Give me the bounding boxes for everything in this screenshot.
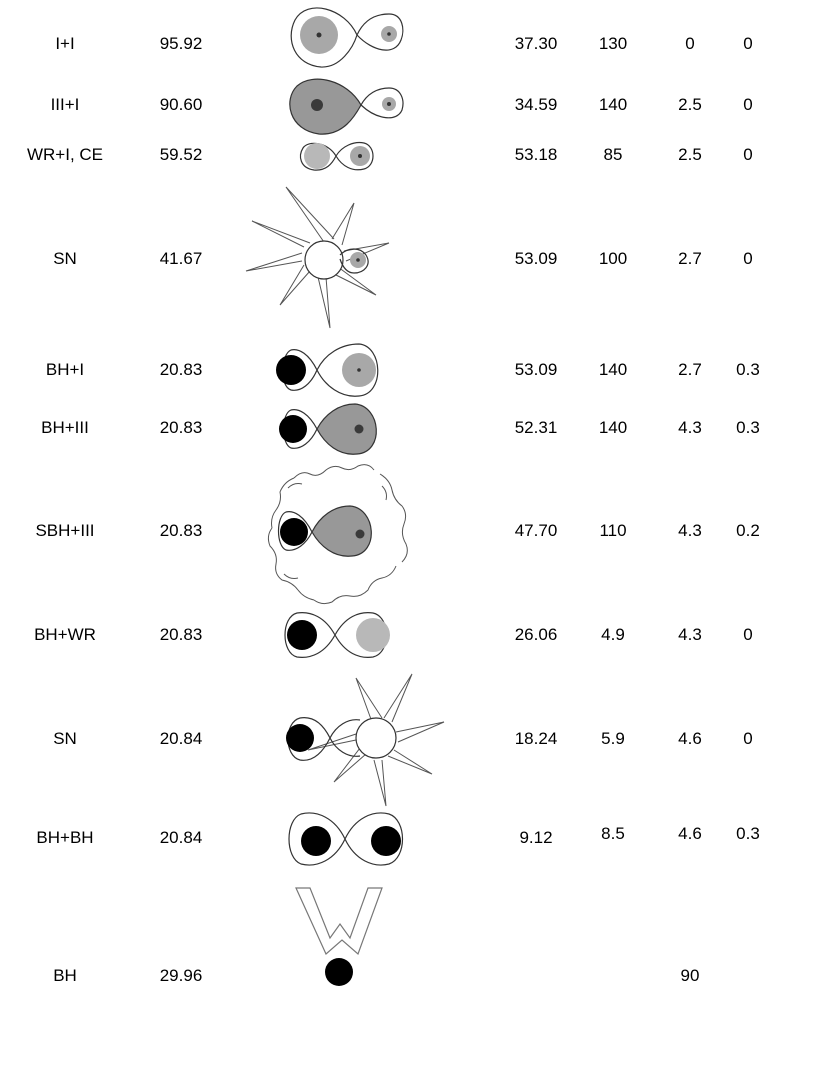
separation-value: 9.12 xyxy=(519,828,553,847)
velocity-value: 2.7 xyxy=(678,249,702,268)
velocity-value: 90 xyxy=(680,966,700,985)
eccentricity-value: 0.3 xyxy=(736,824,760,843)
eccentricity-value: 0 xyxy=(743,95,753,114)
velocity-value: 2.5 xyxy=(678,95,702,114)
velocity-value: 0 xyxy=(685,34,695,53)
period-value: 5.9 xyxy=(601,729,625,748)
binary-black-hole-icon xyxy=(288,812,403,866)
merger-gravitational-waves-icon xyxy=(295,887,383,986)
mass-value: 20.84 xyxy=(159,729,203,748)
separation-value: 26.06 xyxy=(514,625,558,644)
mass-value: 29.96 xyxy=(159,966,203,985)
separation-value: 37.30 xyxy=(514,34,558,53)
separation-value: 52.31 xyxy=(514,418,558,437)
eccentricity-value: 0 xyxy=(743,249,753,268)
mass-value: 59.52 xyxy=(159,145,203,164)
period-value: 4.9 xyxy=(601,625,625,644)
eccentricity-value: 0 xyxy=(743,625,753,644)
stage-label: BH+BH xyxy=(36,828,94,847)
stage-label: BH xyxy=(53,966,77,985)
stage-label: BH+III xyxy=(41,418,89,437)
eccentricity-value: 0.3 xyxy=(736,360,760,379)
period-value: 110 xyxy=(599,521,627,540)
stage-label: BH+I xyxy=(45,360,85,379)
period-value: 140 xyxy=(598,95,628,114)
velocity-value: 4.3 xyxy=(678,521,702,540)
period-value: 100 xyxy=(598,249,628,268)
stage-label: WR+I, CE xyxy=(26,145,104,164)
super-eddington-wind-icon xyxy=(267,464,408,605)
roche-lobe-overflow-icon xyxy=(289,78,404,135)
supernova-icon xyxy=(245,186,390,329)
stage-label: III+I xyxy=(50,95,80,114)
velocity-value: 4.3 xyxy=(678,418,702,437)
separation-value: 18.24 xyxy=(514,729,558,748)
mass-value: 95.92 xyxy=(159,34,203,53)
eccentricity-value: 0.2 xyxy=(736,521,760,540)
common-envelope-icon xyxy=(299,141,374,171)
stage-label: SN xyxy=(53,249,77,268)
mass-value: 20.83 xyxy=(159,360,203,379)
eccentricity-value: 0 xyxy=(743,34,753,53)
velocity-value: 2.7 xyxy=(678,360,702,379)
mass-value: 90.60 xyxy=(159,95,203,114)
period-value: 140 xyxy=(598,360,628,379)
black-hole-accretion-icon xyxy=(279,403,377,455)
stage-label: BH+WR xyxy=(34,625,96,644)
mass-value: 20.83 xyxy=(159,625,203,644)
stage-label: SBH+III xyxy=(35,521,95,540)
stage-label: SN xyxy=(53,729,77,748)
eccentricity-value: 0 xyxy=(743,145,753,164)
velocity-value: 2.5 xyxy=(678,145,702,164)
two-stars-detached-icon xyxy=(290,7,404,68)
mass-value: 20.83 xyxy=(159,418,203,437)
velocity-value: 4.3 xyxy=(678,625,702,644)
second-supernova-icon xyxy=(286,673,445,807)
black-hole-plus-star-icon xyxy=(276,343,379,397)
eccentricity-value: 0 xyxy=(743,729,753,748)
eccentricity-value: 0.3 xyxy=(736,418,760,437)
velocity-value: 4.6 xyxy=(678,824,702,843)
black-hole-wolf-rayet-icon xyxy=(284,612,390,658)
period-value: 8.5 xyxy=(601,824,625,843)
stage-label: I+I xyxy=(55,34,75,53)
period-value: 140 xyxy=(598,418,628,437)
mass-value: 41.67 xyxy=(159,249,203,268)
separation-value: 47.70 xyxy=(514,521,558,540)
period-value: 130 xyxy=(598,34,628,53)
mass-value: 20.83 xyxy=(159,521,203,540)
period-value: 85 xyxy=(603,145,623,164)
separation-value: 53.09 xyxy=(514,249,558,268)
separation-value: 34.59 xyxy=(514,95,558,114)
separation-value: 53.18 xyxy=(514,145,558,164)
separation-value: 53.09 xyxy=(514,360,558,379)
velocity-value: 4.6 xyxy=(678,729,702,748)
mass-value: 20.84 xyxy=(159,828,203,847)
